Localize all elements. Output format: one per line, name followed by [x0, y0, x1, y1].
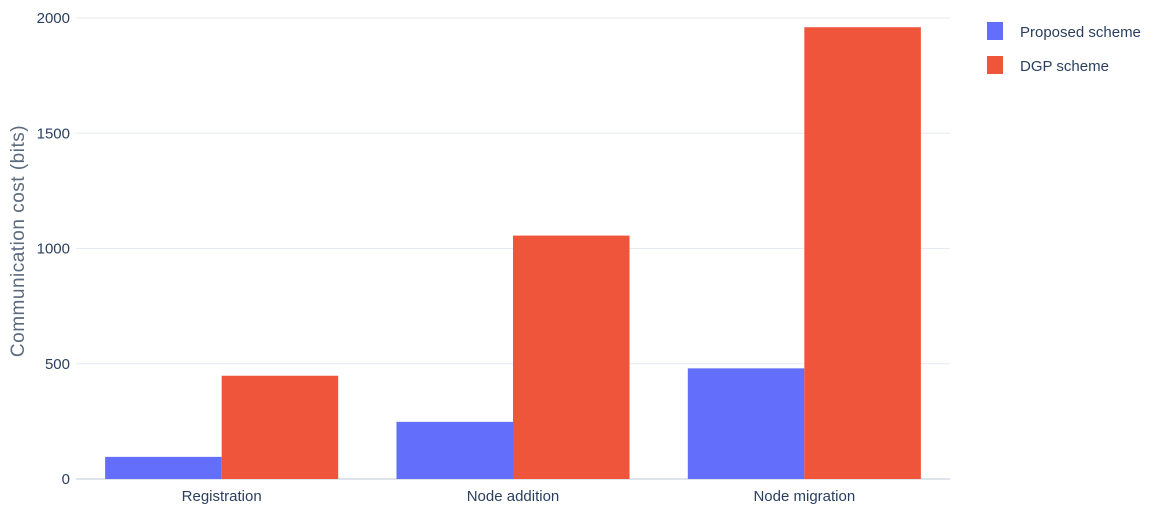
legend-item[interactable]: DGP scheme — [987, 56, 1109, 75]
bar-dgp-scheme-registration[interactable] — [222, 376, 339, 479]
legend-label: Proposed scheme — [1020, 24, 1141, 41]
y-axis-label: Communication cost (bits) — [8, 125, 29, 357]
y-tick-label: 0 — [62, 471, 70, 488]
bar-proposed-scheme-node-addition[interactable] — [396, 422, 513, 479]
legend-swatch — [987, 56, 1003, 74]
x-tick-label: Node migration — [753, 488, 855, 505]
bar-proposed-scheme-node-migration[interactable] — [688, 368, 805, 479]
y-axis-ticks: 0 500 1000 1500 2000 — [37, 10, 70, 488]
legend-item[interactable]: Proposed scheme — [987, 22, 1141, 41]
bar-dgp-scheme-node-addition[interactable] — [513, 236, 630, 479]
y-tick-label: 2000 — [37, 10, 70, 27]
legend-label: DGP scheme — [1020, 58, 1109, 75]
y-tick-label: 1000 — [37, 241, 70, 258]
y-tick-label: 500 — [45, 356, 70, 373]
bar-dgp-scheme-node-migration[interactable] — [804, 27, 921, 479]
x-tick-label: Node addition — [467, 488, 560, 505]
x-tick-label: Registration — [182, 488, 262, 505]
bar-proposed-scheme-registration[interactable] — [105, 457, 222, 479]
bars — [105, 27, 921, 479]
legend[interactable]: Proposed scheme DGP scheme — [987, 22, 1141, 75]
legend-swatch — [987, 22, 1003, 40]
x-axis-ticks: Registration Node addition Node migration — [182, 488, 856, 505]
y-tick-label: 1500 — [37, 125, 70, 142]
